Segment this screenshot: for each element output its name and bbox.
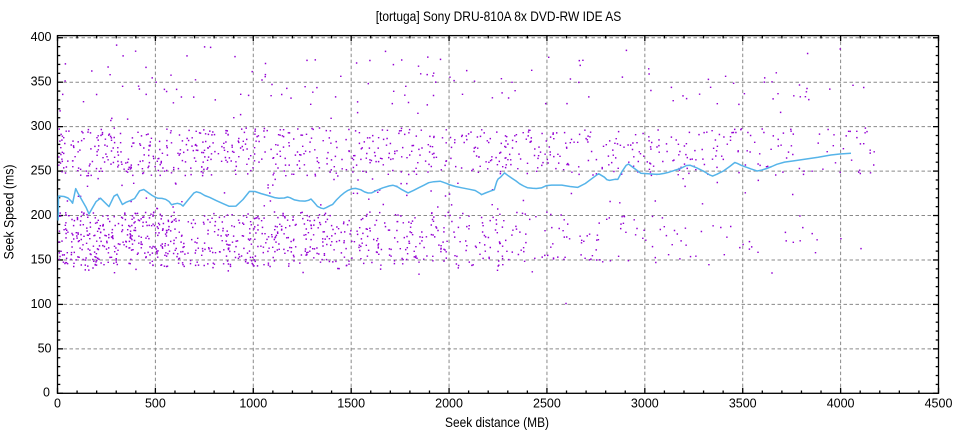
svg-text:Seek Speed (ms): Seek Speed (ms) bbox=[1, 165, 17, 260]
svg-text:200: 200 bbox=[31, 208, 52, 222]
svg-text:1500: 1500 bbox=[337, 397, 365, 411]
svg-text:0: 0 bbox=[54, 397, 61, 411]
svg-text:3000: 3000 bbox=[631, 397, 659, 411]
svg-text:2500: 2500 bbox=[533, 397, 561, 411]
svg-text:350: 350 bbox=[31, 75, 52, 89]
svg-text:300: 300 bbox=[31, 119, 52, 133]
svg-text:250: 250 bbox=[31, 163, 52, 177]
svg-text:500: 500 bbox=[145, 397, 166, 411]
svg-text:50: 50 bbox=[38, 341, 52, 355]
svg-text:2000: 2000 bbox=[435, 397, 463, 411]
svg-text:100: 100 bbox=[31, 297, 52, 311]
svg-text:Seek distance (MB): Seek distance (MB) bbox=[445, 414, 549, 430]
svg-text:4000: 4000 bbox=[827, 397, 855, 411]
svg-text:4500: 4500 bbox=[925, 397, 953, 411]
svg-text:1000: 1000 bbox=[239, 397, 267, 411]
svg-text:0: 0 bbox=[43, 386, 50, 400]
svg-text:3500: 3500 bbox=[729, 397, 757, 411]
svg-text:[tortuga] Sony DRU-810A 8x DVD: [tortuga] Sony DRU-810A 8x DVD-RW IDE AS bbox=[376, 8, 622, 24]
svg-text:150: 150 bbox=[31, 252, 52, 266]
svg-text:400: 400 bbox=[31, 30, 52, 44]
